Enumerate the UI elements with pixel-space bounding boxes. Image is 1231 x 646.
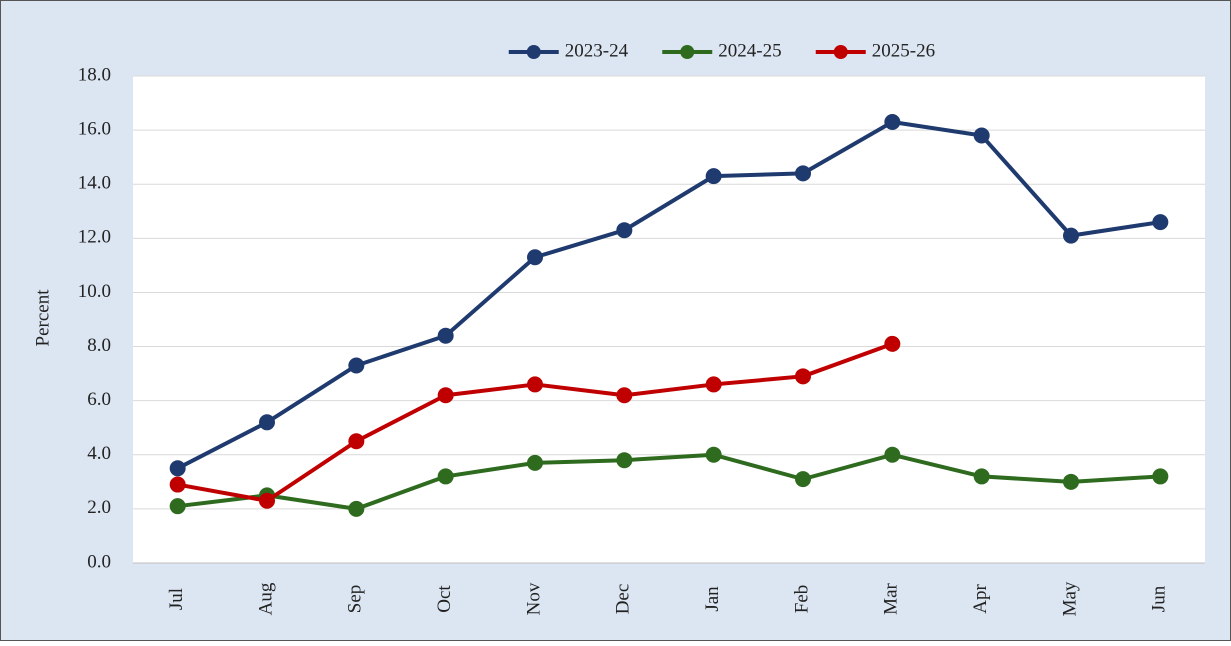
x-tick-label: Dec xyxy=(613,584,634,615)
data-point xyxy=(437,468,454,485)
data-point xyxy=(795,471,811,488)
data-point xyxy=(169,498,186,515)
data-point xyxy=(527,249,543,266)
legend-label: 2025-26 xyxy=(872,40,935,61)
data-point xyxy=(437,327,454,344)
data-point xyxy=(616,452,633,469)
x-tick-label: May xyxy=(1059,581,1080,616)
data-point xyxy=(1063,227,1079,244)
y-tick-label: 4.0 xyxy=(87,443,111,464)
data-point xyxy=(169,460,186,477)
x-tick-label: Apr xyxy=(970,584,991,614)
y-tick-label: 12.0 xyxy=(78,227,111,248)
data-point xyxy=(705,446,722,463)
y-tick-label: 6.0 xyxy=(87,389,111,410)
x-tick-label: Aug xyxy=(255,582,276,615)
y-tick-label: 0.0 xyxy=(87,551,111,572)
y-tick-label: 8.0 xyxy=(87,335,111,356)
data-point xyxy=(973,127,990,144)
x-tick-label: Jun xyxy=(1149,585,1170,612)
data-point xyxy=(1152,468,1169,485)
legend-marker xyxy=(526,45,541,59)
data-point xyxy=(1063,473,1079,490)
series-line xyxy=(177,452,1161,511)
data-point xyxy=(1152,214,1169,231)
y-tick-label: 16.0 xyxy=(78,118,111,139)
x-tick-label: Mar xyxy=(881,583,902,615)
data-point xyxy=(527,454,543,471)
data-point xyxy=(169,476,186,493)
data-point xyxy=(795,368,811,385)
x-tick-label: Feb xyxy=(791,585,812,614)
y-tick-label: 10.0 xyxy=(78,281,111,302)
legend-marker xyxy=(680,45,695,59)
x-tick-label: Jul xyxy=(166,588,187,610)
data-point xyxy=(348,357,365,374)
x-tick-label: Nov xyxy=(523,582,544,615)
data-point xyxy=(527,376,543,393)
y-tick-label: 18.0 xyxy=(78,64,111,85)
y-tick-label: 14.0 xyxy=(78,173,111,194)
y-axis-title: Percent xyxy=(32,289,53,347)
data-point xyxy=(259,492,275,509)
x-tick-label: Oct xyxy=(434,585,455,613)
data-point xyxy=(348,433,365,450)
plot-area xyxy=(133,76,1205,563)
data-point xyxy=(795,165,811,182)
legend-label: 2023-24 xyxy=(565,40,629,61)
x-tick-label: Jan xyxy=(702,586,723,612)
data-point xyxy=(705,376,722,393)
data-point xyxy=(437,387,454,404)
data-point xyxy=(259,414,275,431)
data-point xyxy=(616,222,633,239)
data-point xyxy=(973,468,990,485)
data-point xyxy=(884,446,901,463)
data-point xyxy=(884,113,901,130)
data-point xyxy=(616,387,633,404)
y-tick-label: 2.0 xyxy=(87,497,111,518)
data-point xyxy=(705,168,722,185)
series-line xyxy=(176,119,1161,471)
legend-marker xyxy=(833,45,848,59)
legend-label: 2024-25 xyxy=(718,40,781,61)
x-tick-label: Sep xyxy=(345,585,366,614)
data-point xyxy=(884,335,901,352)
data-point xyxy=(348,500,365,517)
